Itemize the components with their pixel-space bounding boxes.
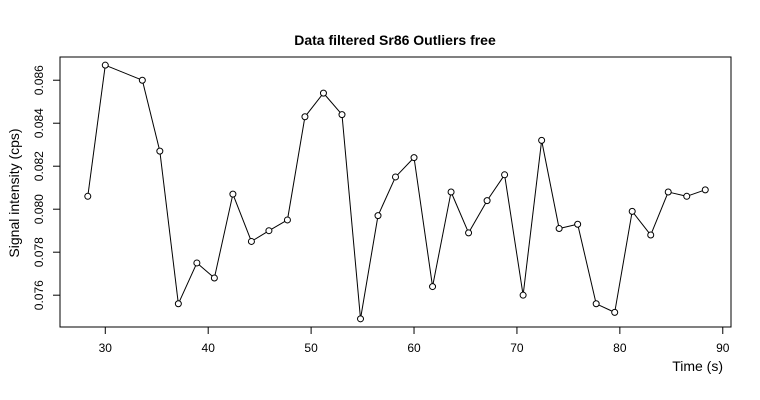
data-point bbox=[447, 188, 455, 196]
series-line-segment bbox=[397, 159, 413, 176]
x-tick-label: 80 bbox=[613, 341, 627, 355]
x-tick-label: 60 bbox=[407, 341, 421, 355]
series-line-segment bbox=[522, 143, 542, 293]
x-tick-label: 70 bbox=[510, 341, 524, 355]
y-tick-label: 0.084 bbox=[32, 108, 46, 138]
series-line-segment bbox=[598, 304, 613, 312]
series-line-segment bbox=[378, 179, 395, 214]
x-tick-label: 50 bbox=[304, 341, 318, 355]
data-point bbox=[410, 154, 418, 162]
series-line-segment bbox=[341, 117, 361, 316]
data-point bbox=[357, 315, 365, 323]
data-point bbox=[683, 192, 691, 200]
series-line-segment bbox=[689, 190, 703, 196]
series-line-segment bbox=[451, 194, 468, 231]
y-axis-label: Signal intensity (cps) bbox=[6, 128, 22, 257]
data-point bbox=[501, 171, 509, 179]
series-line-segment bbox=[233, 196, 251, 239]
series-line-segment bbox=[287, 119, 305, 218]
y-tick-label: 0.078 bbox=[32, 237, 46, 267]
series-line-segment bbox=[577, 227, 596, 301]
data-point bbox=[84, 192, 92, 200]
series-line-segment bbox=[87, 68, 106, 194]
chart-title: Data filtered Sr86 Outliers free bbox=[294, 32, 496, 48]
series-line-segment bbox=[633, 213, 650, 233]
data-point bbox=[664, 188, 672, 196]
data-point bbox=[538, 136, 546, 144]
y-tick-label: 0.082 bbox=[32, 151, 46, 181]
data-point bbox=[592, 300, 600, 308]
data-point bbox=[483, 197, 491, 205]
y-tick-label: 0.076 bbox=[32, 280, 46, 310]
series-line-segment bbox=[413, 160, 433, 284]
data-point bbox=[338, 111, 346, 119]
series-line-segment bbox=[198, 264, 213, 277]
data-point bbox=[301, 113, 309, 121]
data-point bbox=[555, 225, 563, 233]
series-line-segment bbox=[159, 154, 179, 301]
series-line-segment bbox=[142, 83, 160, 149]
series-line-segment bbox=[179, 265, 197, 302]
data-point bbox=[574, 220, 582, 228]
x-axis-label: Time (s) bbox=[672, 358, 723, 374]
y-tick-label: 0.086 bbox=[32, 65, 46, 95]
x-tick-label: 90 bbox=[716, 341, 730, 355]
data-point bbox=[392, 173, 399, 181]
series-line-segment bbox=[107, 65, 140, 80]
series-line-segment bbox=[504, 177, 524, 293]
data-point bbox=[374, 212, 382, 220]
series-line-segment bbox=[360, 218, 378, 316]
series-line-segment bbox=[651, 194, 668, 233]
series-line-segment bbox=[271, 221, 286, 230]
data-point bbox=[265, 227, 273, 235]
series-line-segment bbox=[306, 95, 323, 115]
series-line-segment bbox=[253, 231, 267, 241]
data-point bbox=[465, 229, 473, 237]
data-point bbox=[210, 274, 218, 282]
plot-area: 30 40 50 60 70 80 90 0.076 0.078 0.080 0.082 0.084 0… bbox=[32, 56, 732, 355]
series-line-segment bbox=[325, 95, 341, 113]
data-point bbox=[429, 283, 437, 291]
data-point bbox=[229, 190, 237, 198]
y-tick-label: 0.080 bbox=[32, 194, 46, 224]
data-point bbox=[156, 147, 164, 155]
data-point bbox=[174, 300, 182, 308]
x-tick-label: 30 bbox=[99, 341, 113, 355]
data-point bbox=[101, 61, 109, 69]
series-line-segment bbox=[469, 202, 487, 231]
series-line-segment bbox=[614, 214, 633, 310]
series-line-segment bbox=[671, 192, 684, 197]
plot-frame bbox=[59, 56, 732, 328]
data-point bbox=[701, 186, 709, 194]
data-point bbox=[519, 291, 527, 299]
data-point bbox=[647, 231, 655, 239]
series-line-segment bbox=[561, 224, 575, 229]
data-point bbox=[611, 308, 619, 316]
data-point bbox=[283, 216, 291, 224]
data-point bbox=[319, 89, 327, 97]
data-point bbox=[138, 76, 146, 84]
series-line-segment bbox=[432, 194, 451, 284]
series-line-segment bbox=[488, 177, 504, 199]
data-point bbox=[247, 237, 255, 245]
x-tick-label: 40 bbox=[202, 341, 216, 355]
series-line-segment bbox=[541, 143, 560, 226]
data-point bbox=[193, 259, 201, 267]
data-point bbox=[628, 207, 636, 215]
series-line-segment bbox=[214, 196, 233, 276]
